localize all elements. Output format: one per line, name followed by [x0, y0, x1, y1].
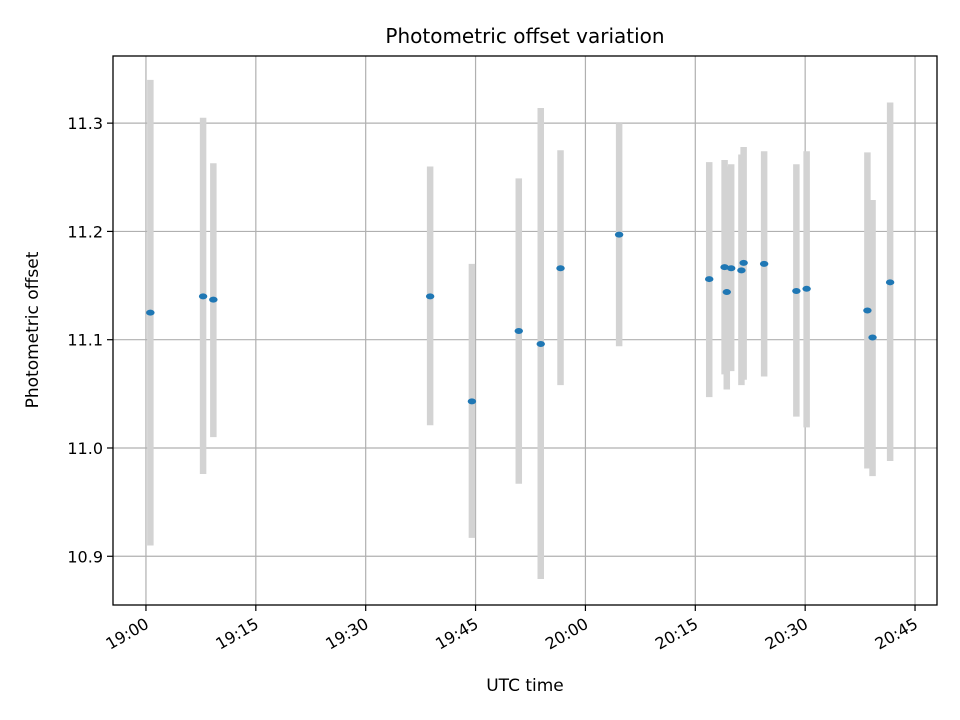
data-point [705, 276, 714, 283]
x-axis-ticks: 19:00 19:15 19:30 19:45 20:00 20:15 20:30 20:45 [103, 605, 921, 654]
data-point [146, 309, 155, 316]
data-point [739, 259, 748, 266]
data-point [722, 289, 731, 296]
x-tick-label: 19:00 [103, 614, 152, 654]
data-point [726, 265, 736, 272]
data-point [614, 231, 624, 238]
data-point [467, 398, 477, 405]
y-tick-label: 11.2 [67, 222, 103, 241]
x-axis-label: UTC time [486, 676, 564, 696]
y-tick-label: 11.1 [67, 331, 103, 350]
data-point [759, 260, 769, 267]
data-point [792, 287, 801, 294]
data-point [885, 279, 895, 286]
data-point [198, 293, 208, 300]
data-point [863, 307, 872, 314]
data-point [802, 285, 811, 292]
plot-frame [112, 55, 938, 606]
x-tick-label: 20:45 [872, 614, 921, 654]
y-axis-ticks: 10.9 11.0 11.1 11.2 11.3 [67, 114, 113, 566]
y-tick-label: 11.0 [67, 439, 103, 458]
chart-title: Photometric offset variation [385, 24, 664, 48]
data-point [556, 265, 565, 272]
data-point [737, 267, 746, 274]
x-tick-label: 20:15 [652, 614, 701, 654]
x-tick-label: 19:30 [322, 614, 371, 654]
x-tick-label: 20:00 [542, 614, 591, 654]
y-tick-label: 10.9 [67, 547, 103, 566]
y-axis-label: Photometric offset [23, 251, 43, 408]
gridlines [113, 56, 937, 605]
data-points [146, 231, 895, 405]
x-tick-label: 19:15 [212, 614, 261, 654]
data-point [209, 296, 218, 303]
x-tick-label: 19:45 [432, 614, 481, 654]
data-point [514, 328, 523, 335]
data-point [868, 334, 877, 341]
data-point [425, 293, 435, 300]
data-point [720, 264, 729, 271]
y-tick-label: 11.3 [67, 114, 103, 133]
x-tick-label: 20:30 [762, 614, 811, 654]
data-point [536, 341, 545, 348]
